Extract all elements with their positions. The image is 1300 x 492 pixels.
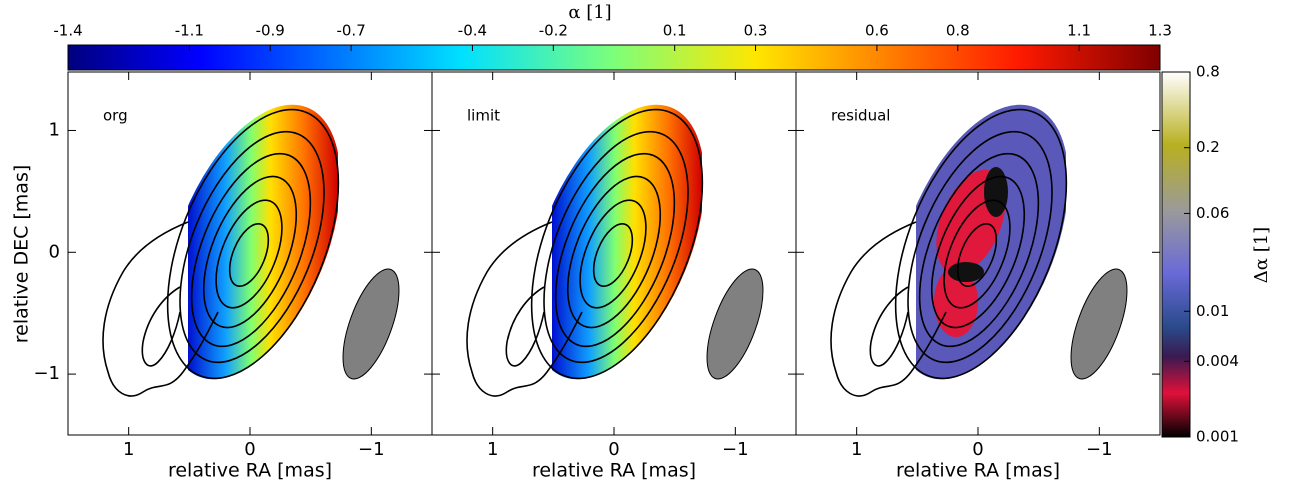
colorbar-residual — [1161, 71, 1191, 438]
colorbar-tick-label: -1.1 — [175, 22, 204, 40]
colorbar-tick-label: -0.9 — [256, 22, 285, 40]
x-tick-label: 1 — [123, 439, 134, 460]
colorbar-tick-label: 0.001 — [1196, 428, 1239, 446]
colorbar-tick-label: -0.7 — [336, 22, 365, 40]
colorbar-tick-label: 0.1 — [663, 22, 687, 40]
panel-label: org — [103, 107, 128, 125]
colorbar-tick-label: 0.6 — [865, 22, 889, 40]
panel-residual-map — [830, 84, 1140, 405]
y-tick-label: 1 — [49, 119, 60, 140]
colorbar-tick-label: 0.8 — [1196, 63, 1220, 81]
colorbar-tick-label: -0.4 — [458, 22, 487, 40]
x-tick-label: 0 — [972, 439, 983, 460]
y-tick-label: −1 — [33, 363, 60, 384]
x-tick-label: 0 — [608, 439, 619, 460]
x-axis-label: relative RA [mas] — [168, 460, 332, 482]
colorbar-tick-label: 0.004 — [1196, 352, 1239, 370]
colorbar-tick-label: 0.2 — [1196, 138, 1220, 156]
colorbar-tick-label: 1.3 — [1148, 22, 1172, 40]
colorbar-residual-label: Δα [1] — [1251, 227, 1272, 283]
x-tick-label: −1 — [722, 439, 749, 460]
colorbar-tick-label: 1.1 — [1067, 22, 1091, 40]
y-tick-label: 0 — [49, 241, 60, 262]
colorbar-tick-label: 0.3 — [744, 22, 768, 40]
x-axis-label: relative RA [mas] — [532, 460, 696, 482]
colorbar-tick-label: -0.2 — [539, 22, 568, 40]
x-axis-label: relative RA [mas] — [896, 460, 1060, 482]
x-tick-label: 1 — [851, 439, 862, 460]
x-tick-label: −1 — [1086, 439, 1113, 460]
x-tick-label: 0 — [244, 439, 255, 460]
panel-org-map — [102, 84, 412, 405]
colorbar-alpha-label: α [1] — [568, 2, 611, 23]
colorbar-tick-label: 0.8 — [946, 22, 970, 40]
panel-label: residual — [831, 107, 890, 125]
colorbar-tick-label: -1.4 — [53, 22, 82, 40]
colorbar-tick-label: 0.06 — [1196, 204, 1229, 222]
panel-label: limit — [467, 107, 500, 125]
panel-limit-map — [466, 84, 776, 405]
x-tick-label: 1 — [487, 439, 498, 460]
colorbar-tick-label: 0.01 — [1196, 302, 1229, 320]
colorbar-alpha — [67, 44, 1161, 71]
y-axis-label: relative DEC [mas] — [11, 165, 33, 344]
x-tick-label: −1 — [358, 439, 385, 460]
